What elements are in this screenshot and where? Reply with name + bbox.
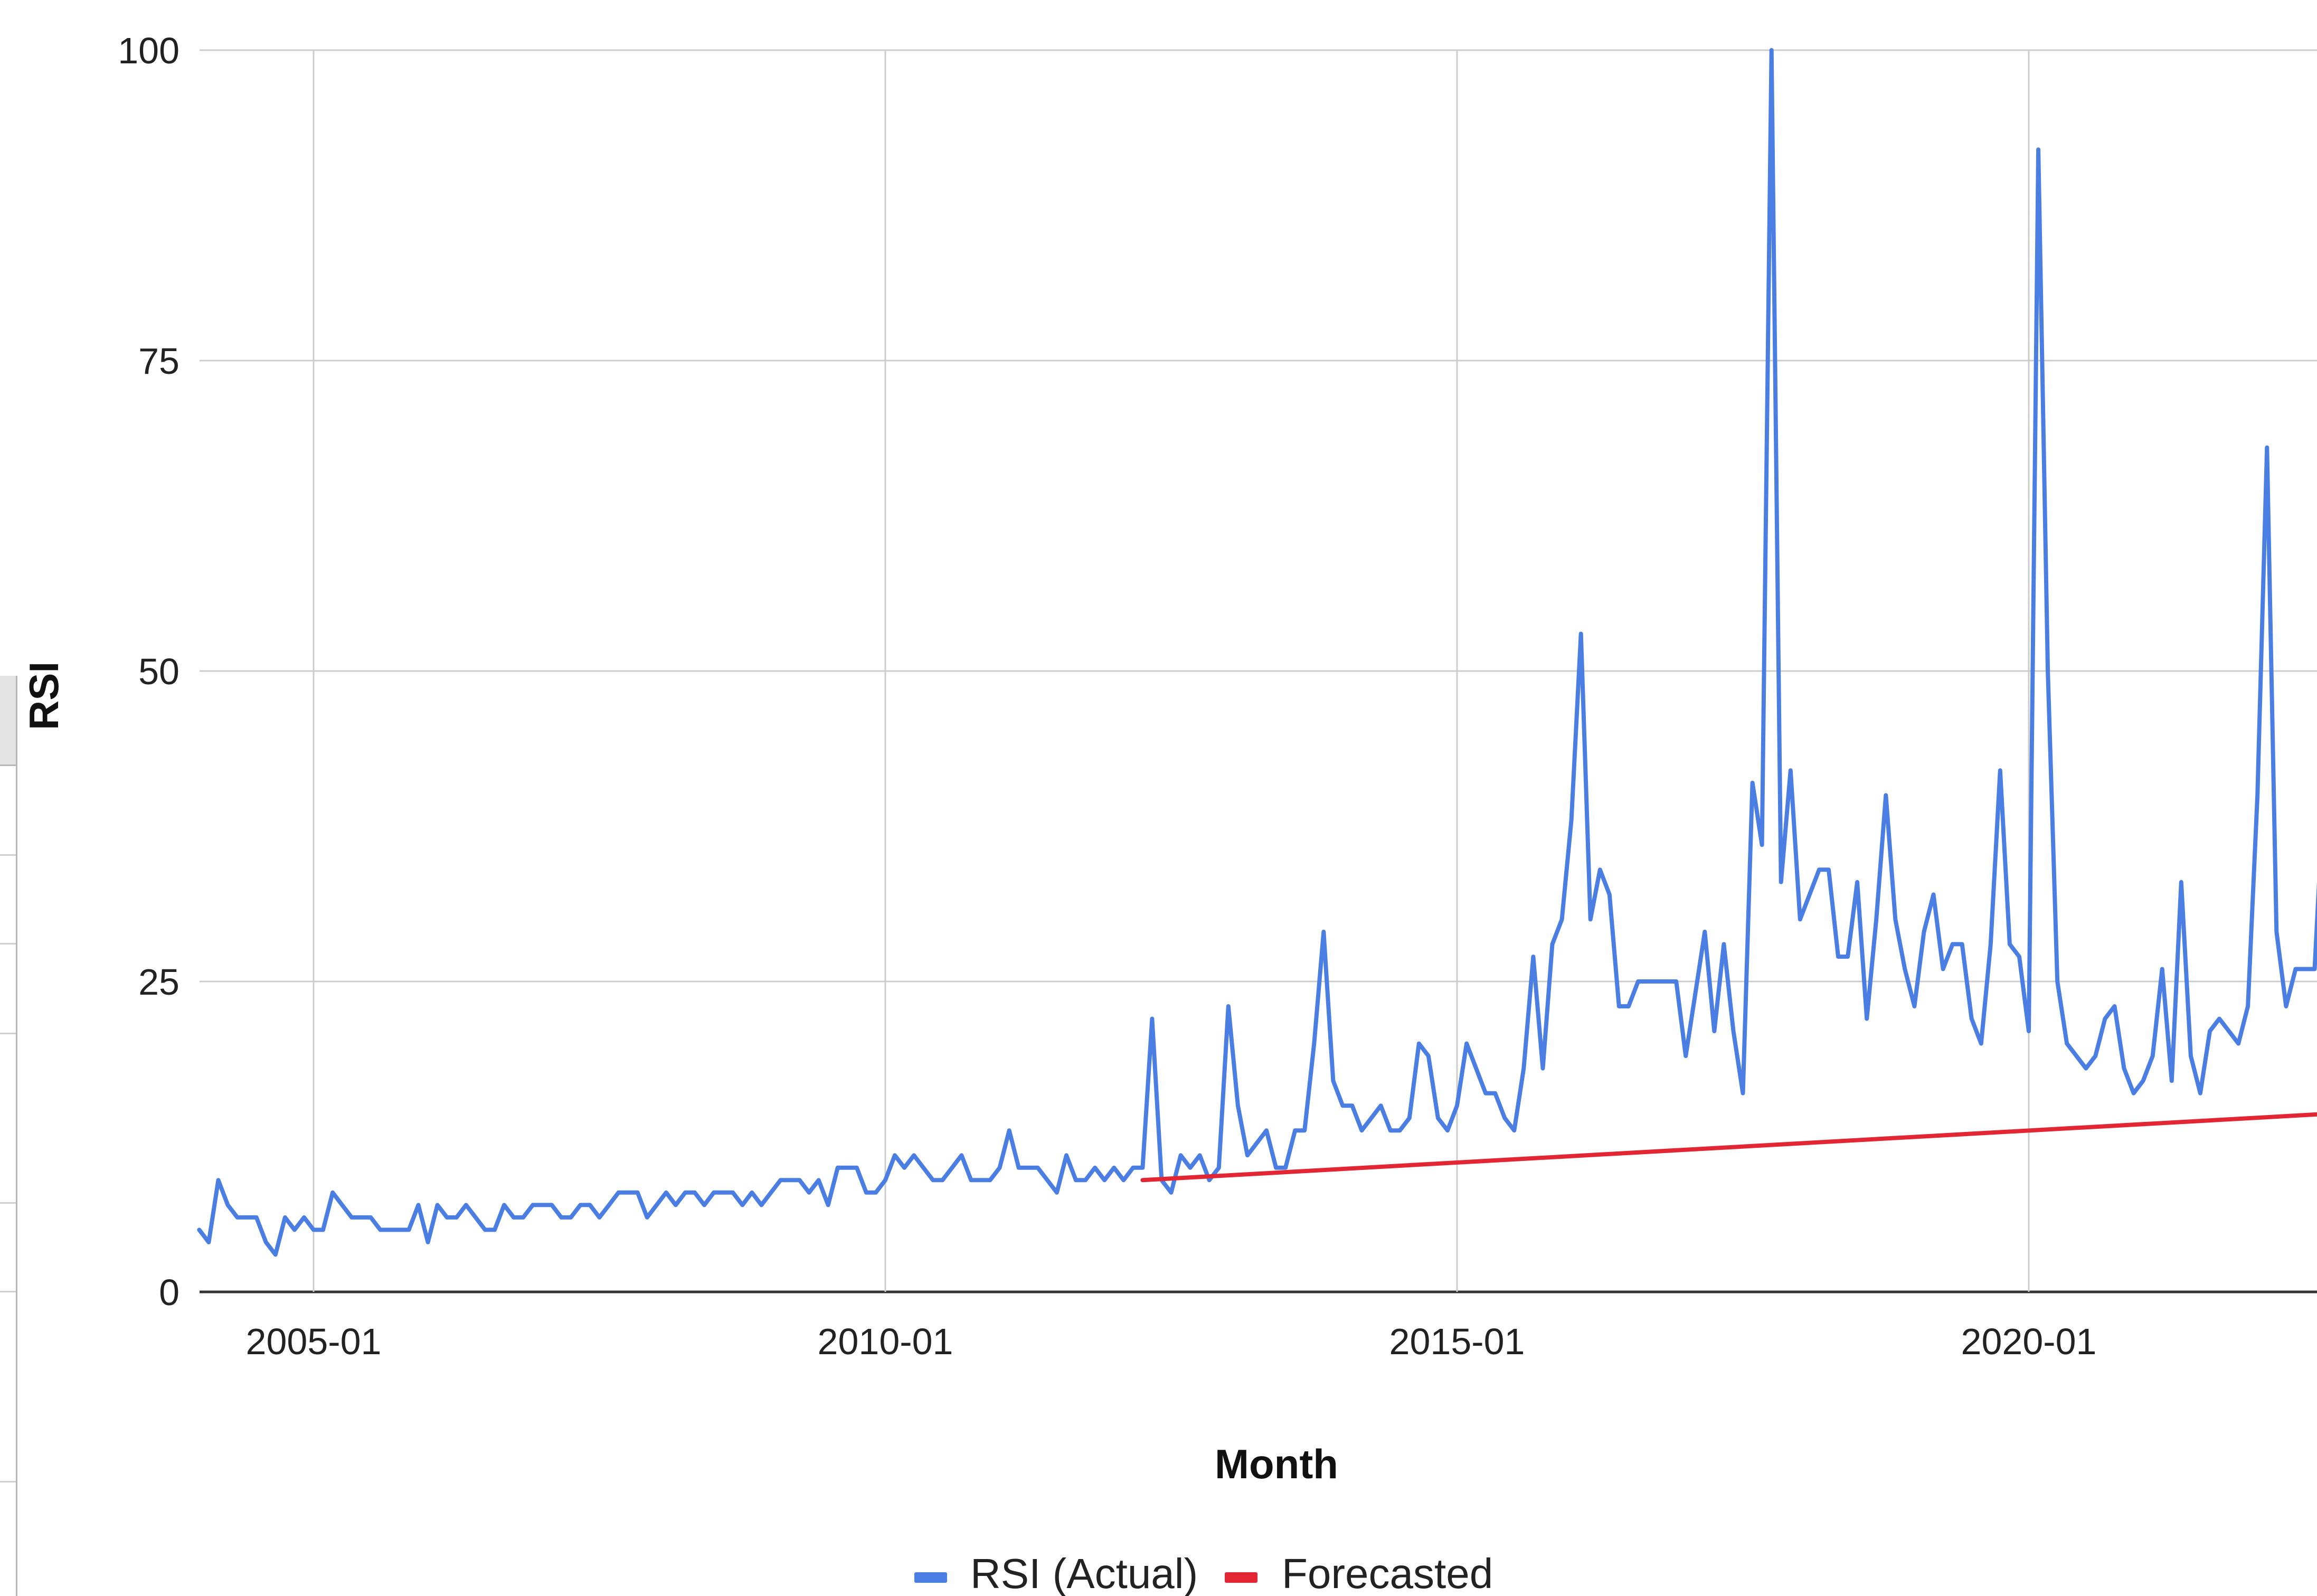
series-layer bbox=[197, 48, 2317, 1257]
x-tick-labels: 2005-01 2010-01 2015-01 2020-01 bbox=[246, 1321, 2097, 1362]
legend-label-rsi-actual: RSI (Actual) bbox=[970, 1550, 1198, 1596]
x-tick-label: 2020-01 bbox=[1961, 1321, 2097, 1362]
x-tick-label: 2005-01 bbox=[246, 1321, 382, 1362]
y-tick-label: 50 bbox=[138, 651, 179, 692]
spreadsheet-row-line bbox=[0, 1202, 16, 1204]
spreadsheet-row-line bbox=[0, 1291, 16, 1292]
y-tick-label: 0 bbox=[159, 1272, 179, 1313]
y-tick-label: 75 bbox=[138, 341, 179, 382]
legend-swatch-rsi-actual bbox=[914, 1572, 947, 1583]
legend-label-forecasted: Forecasted bbox=[1282, 1550, 1493, 1596]
y-tick-label: 100 bbox=[118, 30, 179, 71]
y-tick-labels: 0 25 50 75 100 bbox=[118, 30, 179, 1313]
x-axis-title: Month bbox=[1215, 1441, 1338, 1487]
spreadsheet-row-line bbox=[0, 1033, 16, 1034]
y-axis-title: RSI bbox=[21, 662, 67, 730]
spreadsheet-row-line bbox=[0, 943, 16, 945]
spreadsheet-row-line bbox=[0, 854, 16, 856]
spreadsheet-row-line bbox=[0, 1481, 16, 1482]
spreadsheet-header-cell bbox=[0, 676, 16, 766]
x-tick-label: 2015-01 bbox=[1389, 1321, 1525, 1362]
forecasted-line bbox=[1140, 1112, 2317, 1183]
rsi-actual-line bbox=[197, 48, 2317, 1257]
legend: RSI (Actual) Forecasted bbox=[914, 1550, 1493, 1596]
spreadsheet-grid-edge bbox=[0, 676, 17, 1596]
y-tick-label: 25 bbox=[138, 961, 179, 1003]
x-gridlines bbox=[313, 50, 2030, 1292]
legend-swatch-forecasted bbox=[1225, 1572, 1257, 1583]
y-gridlines bbox=[200, 49, 2317, 1293]
x-tick-label: 2010-01 bbox=[818, 1321, 953, 1362]
